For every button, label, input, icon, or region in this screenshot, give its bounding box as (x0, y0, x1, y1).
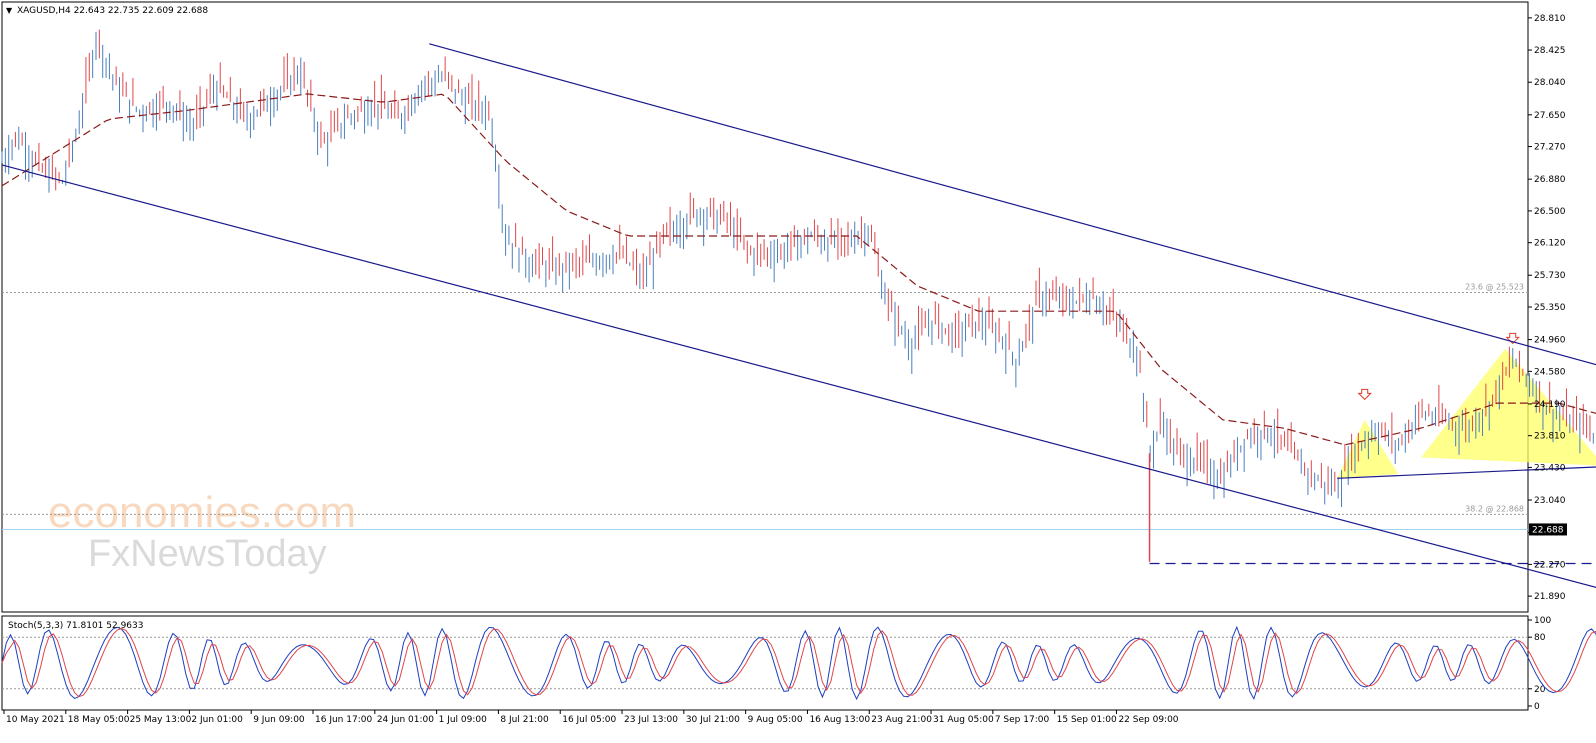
x-tick-label: 31 Aug 05:00 (933, 715, 994, 725)
y-tick-label: 28.425 (1534, 46, 1566, 56)
x-tick-label: 16 Jun 17:00 (315, 715, 372, 725)
y-tick-label: 22.270 (1534, 560, 1566, 570)
watermark-brand: economies.com (48, 488, 356, 537)
y-tick-label: 23.040 (1534, 496, 1566, 506)
neckline (1337, 466, 1596, 479)
channel-lower (1, 164, 1596, 588)
y-tick-label: 26.120 (1534, 239, 1566, 249)
fib-levels: 23.6 @ 25.523 38.2 @ 22.868 (2, 283, 1528, 515)
stoch-d-line (1, 627, 1596, 698)
down-arrow-icon (1357, 388, 1372, 401)
x-tick-label: 16 Jul 05:00 (562, 715, 616, 725)
watermark-sub: FxNewsToday (88, 533, 327, 575)
stoch-label: Stoch(5,3,3) 71.8101 52.9633 (8, 621, 143, 631)
y-tick-label: 24.580 (1534, 367, 1566, 377)
x-tick-label: 23 Jul 13:00 (624, 715, 678, 725)
last-price-tag (1529, 523, 1567, 536)
y-tick-label: 25.350 (1534, 303, 1566, 313)
x-tick-label: 22 Sep 09:00 (1118, 715, 1178, 725)
stoch-tick-label: 100 (1534, 616, 1551, 626)
y-tick-label: 25.730 (1534, 271, 1566, 281)
main-panel-frame (1, 1, 1529, 613)
x-tick-label: 7 Sep 17:00 (995, 715, 1050, 725)
time-axis: 10 May 2021 18 May 05:00 25 May 13:00 2 Jun… (3, 710, 1179, 725)
stoch-tick-label: 20 (1534, 685, 1546, 695)
y-tick-label: 24.960 (1534, 336, 1566, 346)
x-tick-label: 2 Jun 01:00 (191, 715, 243, 725)
x-tick-label: 25 May 13:00 (130, 715, 192, 725)
y-tick-label: 24.190 (1534, 400, 1566, 410)
down-arrow-icon (1505, 332, 1520, 345)
x-tick-label: 1 Jul 09:00 (439, 715, 488, 725)
y-tick-label: 26.880 (1534, 175, 1566, 185)
y-tick-label: 21.890 (1534, 592, 1566, 602)
left-shoulder (1337, 419, 1399, 479)
title-arrow[interactable]: ▼ (6, 6, 13, 15)
fib-label: 23.6 @ 25.523 (1465, 283, 1524, 292)
stoch-panel-frame (1, 615, 1529, 711)
y-tick-label: 26.500 (1534, 207, 1566, 217)
head-shoulders-pattern (1337, 332, 1596, 479)
x-tick-label: 30 Jul 21:00 (686, 715, 740, 725)
chart-title: XAGUSD,H4 22.643 22.735 22.609 22.688 (17, 6, 208, 16)
x-tick-label: 9 Jun 09:00 (253, 715, 305, 725)
y-tick-label: 28.040 (1534, 78, 1566, 88)
x-tick-label: 18 May 05:00 (68, 715, 130, 725)
x-tick-label: 8 Jul 21:00 (500, 715, 549, 725)
channel-upper (429, 43, 1596, 366)
x-tick-label: 16 Aug 13:00 (809, 715, 870, 725)
trend-lines (1, 43, 1596, 588)
stochastic-oscillator: 100 80 20 0 (1, 616, 1596, 712)
last-price-label: 22.688 (1532, 525, 1564, 535)
moving-average (1, 93, 1596, 446)
y-tick-label: 23.430 (1534, 463, 1566, 473)
price-axis: 28.810 28.425 28.040 27.650 27.270 26.880 26.5… (1528, 14, 1567, 602)
stoch-k-line (1, 625, 1596, 701)
stoch-tick-label: 80 (1534, 633, 1546, 643)
x-tick-label: 15 Sep 01:00 (1057, 715, 1117, 725)
fib-label: 38.2 @ 22.868 (1465, 504, 1524, 513)
x-tick-label: 23 Aug 21:00 (871, 715, 932, 725)
ma-line (1, 93, 1596, 446)
x-tick-label: 24 Jun 01:00 (377, 715, 434, 725)
x-tick-label: 10 May 2021 (6, 715, 65, 725)
y-tick-label: 28.810 (1534, 14, 1566, 24)
y-tick-label: 27.650 (1534, 111, 1566, 121)
stoch-tick-label: 0 (1534, 702, 1540, 712)
y-tick-label: 23.810 (1534, 432, 1566, 442)
y-tick-label: 27.270 (1534, 143, 1566, 153)
x-tick-label: 9 Aug 05:00 (748, 715, 803, 725)
head (1421, 348, 1596, 466)
